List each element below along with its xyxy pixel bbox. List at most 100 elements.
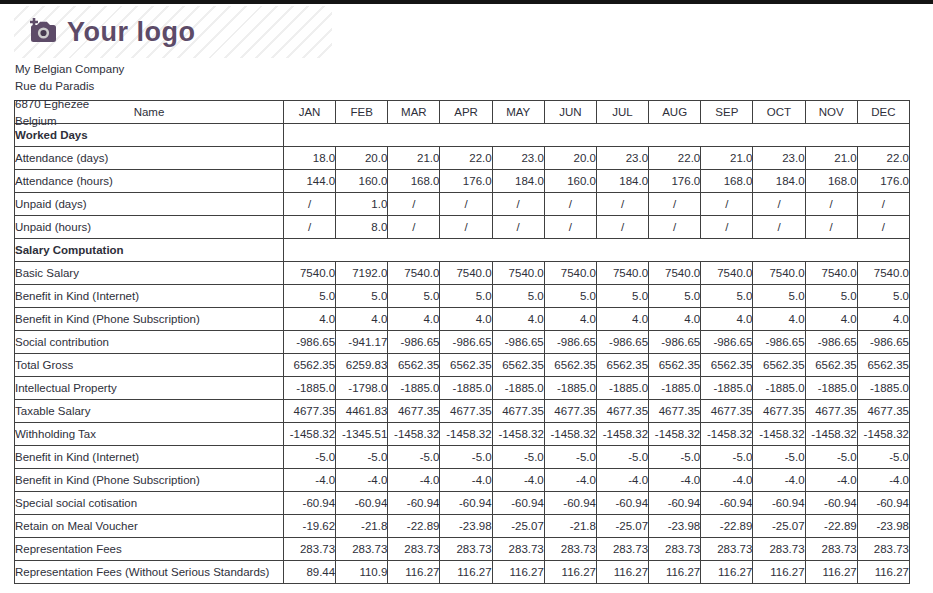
cell-value: 4.0	[336, 308, 388, 331]
cell-value: -4.0	[701, 469, 753, 492]
table-row: Taxable Salary4677.354461.834677.354677.…	[15, 400, 910, 423]
cell-value: 116.27	[649, 561, 701, 584]
cell-value: 4677.35	[649, 400, 701, 423]
cell-value: -5.0	[544, 446, 596, 469]
cell-value: 4677.35	[388, 400, 440, 423]
cell-value: /	[805, 193, 857, 216]
camera-plus-icon	[26, 17, 58, 47]
cell-value: /	[544, 193, 596, 216]
cell-value: 5.0	[544, 285, 596, 308]
row-label: Social contribution	[15, 331, 284, 354]
cell-value: 184.0	[753, 170, 805, 193]
cell-value: 283.73	[701, 538, 753, 561]
cell-value: 283.73	[805, 538, 857, 561]
cell-value: -60.94	[336, 492, 388, 515]
cell-value: 23.0	[753, 147, 805, 170]
row-label: Unpaid (days)	[15, 193, 284, 216]
cell-value: -60.94	[857, 492, 909, 515]
cell-value: -5.0	[336, 446, 388, 469]
cell-value: -1458.32	[649, 423, 701, 446]
cell-value: 7540.0	[388, 262, 440, 285]
column-header-month: JUL	[596, 101, 648, 124]
cell-value: 5.0	[440, 285, 492, 308]
cell-value: 176.0	[649, 170, 701, 193]
cell-value: -22.89	[805, 515, 857, 538]
cell-value: -60.94	[805, 492, 857, 515]
cell-value: -4.0	[336, 469, 388, 492]
cell-value: -21.8	[544, 515, 596, 538]
cell-value: 144.0	[284, 170, 336, 193]
table-header-row: NameJANFEBMARAPRMAYJUNJULAUGSEPOCTNOVDEC	[15, 101, 910, 124]
cell-value: 23.0	[492, 147, 544, 170]
column-header-month: NOV	[805, 101, 857, 124]
cell-value: 283.73	[388, 538, 440, 561]
table-row: Basic Salary7540.07192.07540.07540.07540…	[15, 262, 910, 285]
row-label: Attendance (hours)	[15, 170, 284, 193]
cell-value: -60.94	[596, 492, 648, 515]
cell-value: /	[701, 193, 753, 216]
cell-value: -1885.0	[596, 377, 648, 400]
cell-value: 176.0	[440, 170, 492, 193]
cell-value: -5.0	[492, 446, 544, 469]
cell-value: 176.0	[857, 170, 909, 193]
cell-value: -986.65	[544, 331, 596, 354]
column-header-month: APR	[440, 101, 492, 124]
cell-value: /	[492, 193, 544, 216]
cell-value: 7192.0	[336, 262, 388, 285]
cell-value: 5.0	[805, 285, 857, 308]
column-header-month: MAR	[388, 101, 440, 124]
row-label: Intellectual Property	[15, 377, 284, 400]
cell-value: 22.0	[857, 147, 909, 170]
cell-value: 7540.0	[753, 262, 805, 285]
cell-value: 4677.35	[492, 400, 544, 423]
cell-value: 4677.35	[440, 400, 492, 423]
cell-value: -1458.32	[857, 423, 909, 446]
cell-value: 18.0	[284, 147, 336, 170]
cell-value: -1885.0	[492, 377, 544, 400]
company-country: Belgium	[15, 113, 124, 130]
cell-value: 283.73	[336, 538, 388, 561]
cell-value: -1458.32	[492, 423, 544, 446]
cell-value: /	[492, 216, 544, 239]
cell-value: -1885.0	[388, 377, 440, 400]
cell-value: /	[388, 216, 440, 239]
row-label: Benefit in Kind (Phone Subscription)	[15, 308, 284, 331]
cell-value: 5.0	[284, 285, 336, 308]
cell-value: -25.07	[596, 515, 648, 538]
cell-value: 22.0	[440, 147, 492, 170]
cell-value: 4.0	[701, 308, 753, 331]
cell-value: /	[649, 193, 701, 216]
cell-value: 116.27	[388, 561, 440, 584]
cell-value: 5.0	[388, 285, 440, 308]
cell-value: -1885.0	[701, 377, 753, 400]
cell-value: /	[857, 216, 909, 239]
row-label: Special social cotisation	[15, 492, 284, 515]
row-label: Benefit in Kind (Phone Subscription)	[15, 469, 284, 492]
cell-value: -1458.32	[753, 423, 805, 446]
cell-value: 6259.83	[336, 354, 388, 377]
cell-value: 7540.0	[284, 262, 336, 285]
company-name: My Belgian Company	[15, 61, 124, 78]
cell-value: 116.27	[805, 561, 857, 584]
cell-value: -986.65	[701, 331, 753, 354]
cell-value: -1885.0	[649, 377, 701, 400]
cell-value: -60.94	[544, 492, 596, 515]
cell-value: 160.0	[544, 170, 596, 193]
cell-value: 21.0	[388, 147, 440, 170]
cell-value: /	[544, 216, 596, 239]
cell-value: 116.27	[753, 561, 805, 584]
cell-value: 4.0	[492, 308, 544, 331]
cell-value: 5.0	[596, 285, 648, 308]
cell-value: /	[596, 193, 648, 216]
cell-value: 6562.35	[284, 354, 336, 377]
cell-value: -5.0	[388, 446, 440, 469]
cell-value: -21.8	[336, 515, 388, 538]
cell-value: -1458.32	[596, 423, 648, 446]
cell-value: 4461.83	[336, 400, 388, 423]
cell-value: 6562.35	[649, 354, 701, 377]
cell-value: 7540.0	[596, 262, 648, 285]
table-row: Withholding Tax-1458.32-1345.51-1458.32-…	[15, 423, 910, 446]
table-row: Benefit in Kind (Phone Subscription)4.04…	[15, 308, 910, 331]
cell-value: 116.27	[440, 561, 492, 584]
cell-value: 4.0	[440, 308, 492, 331]
